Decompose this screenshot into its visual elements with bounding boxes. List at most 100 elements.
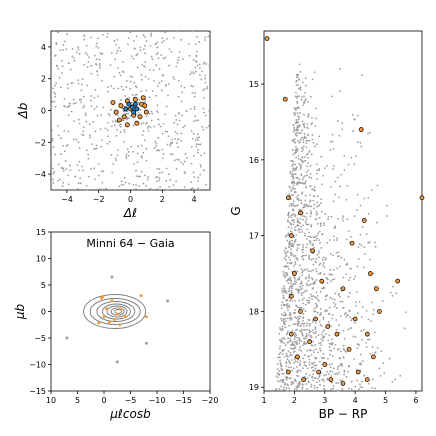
- field-star-point: [302, 141, 305, 144]
- field-star-point: [295, 341, 298, 344]
- field-star-point: [165, 167, 168, 170]
- field-star-point: [356, 265, 359, 268]
- field-star-point: [300, 199, 302, 202]
- field-star-point: [331, 133, 334, 136]
- field-star-point: [288, 387, 291, 390]
- field-star-point: [294, 163, 297, 166]
- field-star-point: [318, 320, 321, 323]
- field-star-point: [73, 60, 76, 62]
- field-star-point: [345, 238, 348, 241]
- field-star-point: [290, 383, 293, 386]
- field-star-point: [96, 37, 99, 40]
- field-star-point: [312, 331, 315, 334]
- field-star-point: [322, 224, 325, 227]
- field-star-point: [327, 215, 330, 218]
- field-star-point: [206, 86, 209, 88]
- field-star-point: [312, 366, 314, 368]
- field-star-point: [162, 123, 165, 125]
- field-star-point: [122, 61, 124, 64]
- field-star-point: [158, 82, 160, 84]
- field-star-point: [188, 42, 190, 45]
- field-star-point: [107, 86, 109, 88]
- member-star-point: [322, 362, 328, 367]
- member-star-point: [137, 114, 143, 120]
- field-star-point: [295, 148, 298, 150]
- field-star-point: [287, 350, 290, 353]
- field-star-point: [286, 330, 289, 333]
- member-proper-motion-point: [101, 295, 105, 299]
- field-star-point: [310, 177, 313, 179]
- field-star-point: [184, 153, 187, 155]
- field-star-point: [323, 388, 325, 390]
- field-star-point: [350, 319, 353, 322]
- field-star-point: [313, 186, 316, 188]
- field-star-point: [335, 319, 338, 321]
- field-star-point: [305, 335, 308, 337]
- field-star-point: [185, 110, 188, 112]
- field-star-point: [279, 345, 281, 348]
- field-star-point: [97, 174, 100, 177]
- field-star-point: [329, 366, 332, 369]
- field-star-point: [280, 313, 283, 316]
- field-star-point: [82, 106, 84, 109]
- field-star-point: [160, 80, 163, 83]
- field-star-point: [200, 165, 202, 168]
- field-star-point: [199, 67, 201, 70]
- field-star-point: [340, 173, 343, 176]
- field-star-point: [314, 326, 317, 329]
- field-star-point: [329, 140, 332, 143]
- field-star-point: [298, 112, 301, 114]
- density-contour: [106, 305, 128, 318]
- field-star-point: [310, 334, 312, 337]
- field-star-point: [312, 295, 315, 298]
- field-star-point: [182, 163, 185, 166]
- field-star-point: [378, 367, 381, 370]
- field-star-point: [160, 54, 163, 56]
- field-star-point: [98, 58, 101, 61]
- field-star-point: [353, 358, 356, 360]
- field-star-point: [285, 378, 288, 381]
- field-star-point: [299, 70, 302, 73]
- field-star-point: [300, 280, 303, 283]
- field-star-point: [190, 187, 193, 190]
- field-star-point: [169, 178, 172, 181]
- member-star-point: [142, 103, 148, 109]
- member-proper-motion-point: [102, 315, 106, 319]
- field-star-point: [309, 293, 312, 296]
- field-star-point: [298, 116, 300, 118]
- field-star-point: [347, 328, 350, 331]
- field-star-point: [286, 306, 289, 309]
- field-star-point: [145, 40, 148, 42]
- field-star-point: [177, 95, 180, 98]
- field-star-point: [297, 140, 299, 142]
- field-star-point: [294, 191, 297, 194]
- field-star-point: [286, 261, 289, 264]
- field-star-point: [59, 49, 62, 52]
- field-star-point: [296, 225, 299, 227]
- field-star-point: [280, 317, 282, 320]
- field-star-point: [294, 277, 296, 280]
- field-star-point: [304, 91, 306, 94]
- member-star-point: [377, 309, 382, 314]
- field-star-point: [299, 138, 302, 141]
- field-star-point: [290, 190, 293, 192]
- field-star-point: [189, 73, 192, 75]
- field-star-point: [159, 125, 162, 128]
- field-star-point: [304, 376, 307, 378]
- field-star-point: [353, 163, 356, 166]
- field-star-point: [291, 239, 293, 242]
- field-star-point: [302, 182, 305, 185]
- field-star-point: [100, 170, 103, 173]
- field-star-point: [346, 314, 349, 316]
- field-star-point: [156, 188, 158, 191]
- field-star-point: [308, 297, 311, 299]
- field-star-point: [320, 202, 322, 205]
- field-star-point: [133, 81, 136, 84]
- field-star-point: [343, 337, 346, 340]
- field-star-point: [180, 100, 183, 103]
- field-star-point: [286, 272, 288, 274]
- field-star-point: [78, 147, 81, 150]
- field-star-point: [85, 44, 88, 47]
- field-star-point: [158, 149, 161, 152]
- field-star-point: [295, 156, 298, 159]
